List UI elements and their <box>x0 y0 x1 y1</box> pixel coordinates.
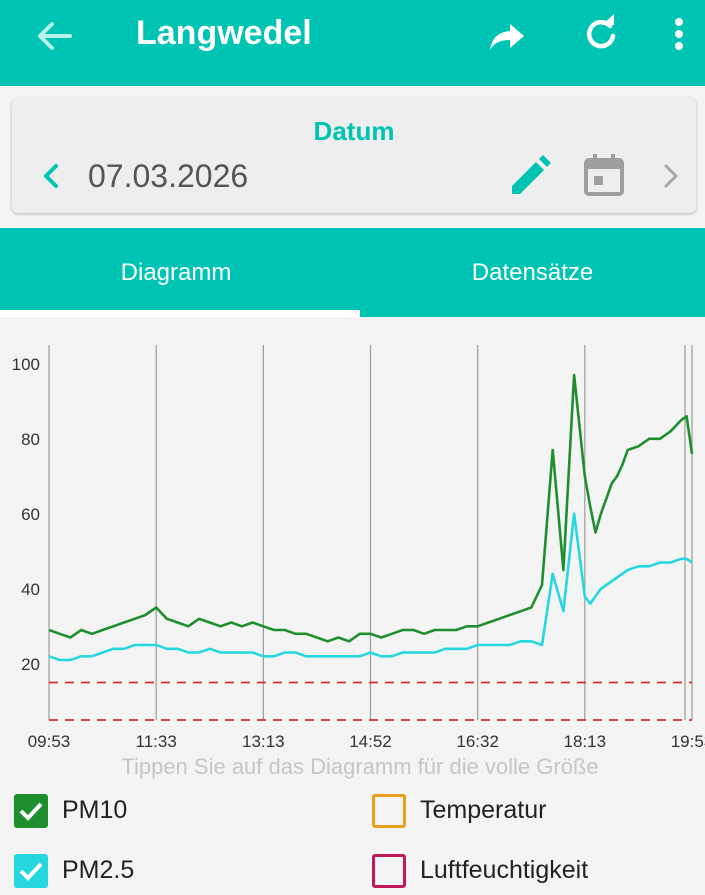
x-tick-label: 11:33 <box>136 732 177 751</box>
y-tick-label: 80 <box>21 430 40 449</box>
x-tick-label: 14:52 <box>349 732 392 751</box>
y-tick-label: 40 <box>21 580 40 599</box>
pencil-icon[interactable] <box>508 154 552 198</box>
x-tick-label: 16:32 <box>456 732 499 751</box>
x-tick-label: 18:13 <box>564 732 607 751</box>
pm10-series-line <box>48 373 694 643</box>
checkbox-unchecked-icon[interactable] <box>372 794 406 828</box>
checkbox-checked-icon[interactable] <box>14 794 48 828</box>
checkbox-unchecked-icon[interactable] <box>372 854 406 888</box>
chevron-left-icon[interactable] <box>38 160 64 192</box>
x-tick-label: 09:53 <box>28 732 71 751</box>
page-title: Langwedel <box>136 14 312 52</box>
more-vert-icon[interactable] <box>664 14 694 54</box>
refresh-icon[interactable] <box>580 14 620 54</box>
y-tick-label: 20 <box>21 655 40 674</box>
date-value: 07.03.2026 <box>88 158 249 194</box>
share-icon[interactable] <box>488 16 528 56</box>
checkbox-checked-icon[interactable] <box>14 854 48 888</box>
tab-diagramm[interactable]: Diagramm <box>120 259 232 286</box>
legend-label: PM2.5 <box>62 856 135 884</box>
calendar-icon[interactable] <box>582 152 626 198</box>
legend-label: Temperatur <box>420 796 547 824</box>
tab-bar: Diagramm Datensätze <box>0 228 705 317</box>
arrow-back-icon[interactable] <box>30 16 76 56</box>
legend-label: PM10 <box>62 796 128 824</box>
y-tick-label: 100 <box>12 355 40 374</box>
date-label: Datum <box>313 116 395 146</box>
chevron-right-icon[interactable] <box>658 160 684 192</box>
app-bar: Langwedel <box>0 0 705 86</box>
tab-indicator <box>0 310 360 317</box>
chart[interactable]: 09:53 11:33 13:13 14:52 16:32 18:13 19:53 20 40 6… <box>0 330 705 782</box>
pm25-series-line <box>48 512 693 662</box>
chart-hint: Tippen Sie auf das Diagramm für die voll… <box>121 754 599 779</box>
legend-label: Luftfeuchtigkeit <box>420 856 589 884</box>
line-chart[interactable]: 09:53 11:33 13:13 14:52 16:32 18:13 19:53 20 40 6… <box>0 330 705 782</box>
date-card: Datum 07.03.2026 <box>12 98 696 213</box>
tab-datensaetze[interactable]: Datensätze <box>471 259 594 286</box>
x-tick-label: 19:53 <box>671 732 705 751</box>
y-tick-label: 60 <box>21 505 40 524</box>
x-tick-label: 13:13 <box>242 732 285 751</box>
